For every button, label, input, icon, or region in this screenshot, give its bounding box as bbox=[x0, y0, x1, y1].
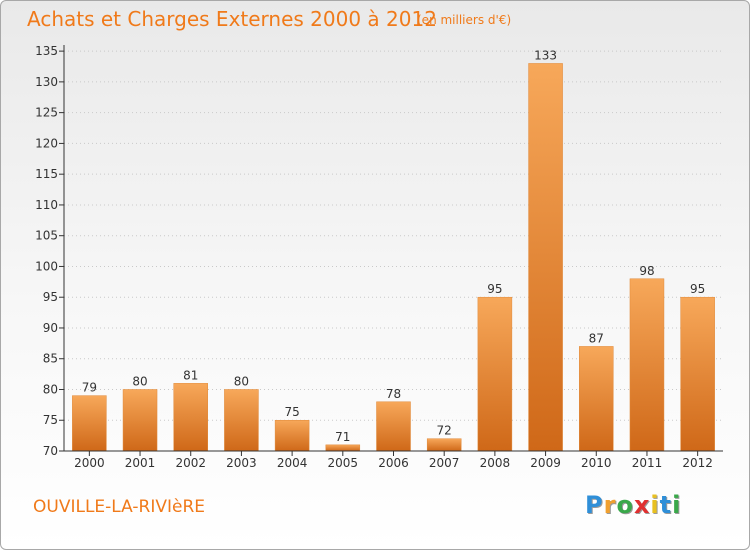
x-tick-label: 2010 bbox=[581, 456, 612, 470]
data-label: 78 bbox=[386, 387, 401, 401]
data-label: 80 bbox=[132, 374, 147, 388]
y-tick-label: 85 bbox=[43, 352, 58, 366]
x-tick-label: 2004 bbox=[277, 456, 308, 470]
logo-letter: t bbox=[659, 491, 673, 519]
bar bbox=[376, 401, 411, 452]
y-tick-label: 120 bbox=[35, 136, 58, 150]
axes bbox=[59, 45, 723, 456]
x-tick-label: 2001 bbox=[125, 456, 156, 470]
data-label: 79 bbox=[82, 381, 97, 395]
y-tick-label: 125 bbox=[35, 106, 58, 120]
y-tick-label: 70 bbox=[43, 444, 58, 458]
logo-letter: o bbox=[616, 491, 634, 519]
logo-letter: x bbox=[633, 491, 651, 519]
bar bbox=[122, 389, 158, 452]
bar bbox=[173, 383, 208, 452]
x-tick-label: 2008 bbox=[480, 456, 511, 470]
labels: 70 75 80 85 90 95 100 105 110 115 120 125 130 135 79 20… bbox=[35, 44, 713, 470]
chart-unit: (en milliers d'€) bbox=[417, 13, 512, 27]
bars bbox=[72, 63, 715, 452]
data-label: 81 bbox=[183, 368, 198, 382]
data-label: 133 bbox=[534, 48, 557, 62]
bar bbox=[274, 419, 310, 452]
bar bbox=[224, 389, 259, 452]
bar bbox=[579, 346, 614, 452]
grid-lines bbox=[64, 50, 723, 421]
logo-letter: i bbox=[672, 491, 682, 519]
data-label: 80 bbox=[234, 374, 249, 388]
y-tick-label: 75 bbox=[43, 413, 58, 427]
x-tick-label: 2002 bbox=[175, 456, 206, 470]
x-tick-label: 2007 bbox=[429, 456, 460, 470]
data-label: 71 bbox=[335, 430, 350, 444]
data-label: 87 bbox=[589, 331, 604, 345]
data-label: 72 bbox=[437, 424, 452, 438]
bar bbox=[72, 395, 107, 452]
x-tick-label: 2011 bbox=[632, 456, 663, 470]
y-tick-label: 100 bbox=[35, 259, 58, 273]
commune-name: OUVILLE-LA-RIVIèRE bbox=[33, 497, 206, 517]
data-label: 95 bbox=[487, 282, 502, 296]
proxiti-logo: Proxiti bbox=[585, 491, 681, 519]
logo-letter: i bbox=[650, 491, 660, 519]
x-tick-label: 2009 bbox=[530, 456, 561, 470]
bar bbox=[477, 296, 513, 452]
x-tick-label: 2000 bbox=[74, 456, 105, 470]
x-tick-label: 2006 bbox=[378, 456, 409, 470]
bar bbox=[528, 63, 563, 452]
y-tick-label: 115 bbox=[35, 167, 58, 181]
logo-letter: P bbox=[585, 491, 604, 519]
y-tick-label: 95 bbox=[43, 290, 58, 304]
y-tick-label: 80 bbox=[43, 382, 58, 396]
x-tick-label: 2005 bbox=[328, 456, 359, 470]
bar bbox=[680, 296, 715, 452]
data-label: 95 bbox=[690, 282, 705, 296]
bar bbox=[426, 438, 462, 452]
bar bbox=[629, 278, 665, 452]
y-tick-label: 130 bbox=[35, 75, 58, 89]
y-tick-label: 105 bbox=[35, 229, 58, 243]
y-tick-label: 110 bbox=[35, 198, 58, 212]
chart-title: Achats et Charges Externes 2000 à 2012 bbox=[27, 7, 437, 31]
data-label: 98 bbox=[639, 264, 654, 278]
x-tick-label: 2003 bbox=[226, 456, 257, 470]
y-tick-label: 90 bbox=[43, 321, 58, 335]
logo-letter: r bbox=[603, 491, 617, 519]
y-tick-label: 135 bbox=[35, 44, 58, 58]
x-tick-label: 2012 bbox=[682, 456, 713, 470]
bar bbox=[325, 444, 361, 452]
data-label: 75 bbox=[284, 405, 299, 419]
